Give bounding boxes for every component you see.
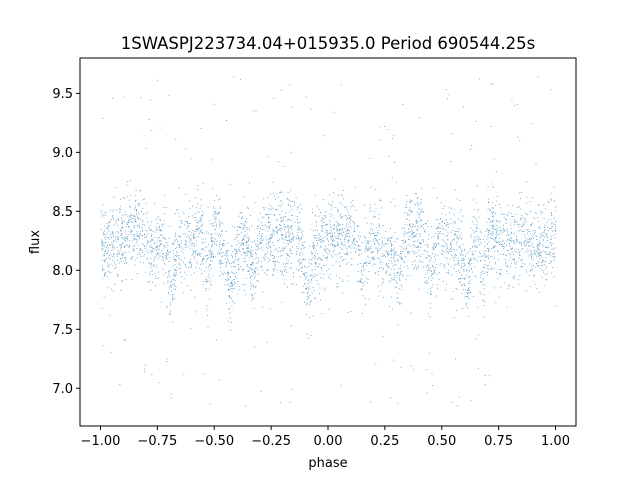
y-axis: 7.0 7.5 8.0 8.5 9.0 9.5	[52, 87, 80, 397]
x-tick-label: −0.75	[137, 434, 177, 449]
y-tick-label: 7.0	[52, 382, 73, 397]
x-tick-label: 0.00	[314, 434, 343, 449]
y-tick-label: 9.0	[52, 146, 73, 161]
x-tick-label: −0.50	[194, 434, 234, 449]
x-tick-label: 1.00	[541, 434, 570, 449]
y-tick-label: 8.5	[52, 205, 73, 220]
scatter-points	[100, 76, 557, 407]
y-tick-label: 8.0	[52, 264, 73, 279]
y-axis-label: flux	[28, 230, 43, 254]
x-tick-label: 0.75	[484, 434, 513, 449]
y-tick-label: 9.5	[52, 87, 73, 102]
x-axis: −1.00 −0.75 −0.50 −0.25 0.00 0.25 0.50 0.75 1.00	[81, 426, 570, 449]
x-tick-label: −1.00	[81, 434, 121, 449]
y-tick-label: 7.5	[52, 323, 73, 338]
x-axis-label: phase	[308, 456, 347, 471]
data-points	[100, 76, 557, 407]
x-tick-label: 0.50	[427, 434, 456, 449]
x-tick-label: 0.25	[370, 434, 399, 449]
x-tick-label: −0.25	[251, 434, 291, 449]
chart-title: 1SWASPJ223734.04+015935.0 Period 690544.…	[121, 34, 536, 53]
